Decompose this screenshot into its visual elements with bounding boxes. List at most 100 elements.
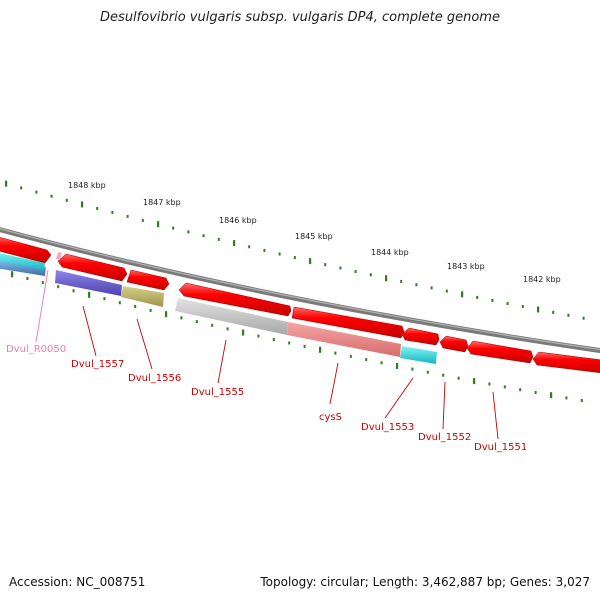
- minor-tick: [180, 316, 183, 320]
- feature-bar-purple[interactable]: [55, 270, 122, 296]
- kbp-label: 1842 kbp: [523, 275, 561, 284]
- genome-summary-text: Topology: circular; Length: 3,462,887 bp…: [260, 575, 590, 589]
- minor-tick: [288, 341, 291, 345]
- minor-tick: [248, 245, 251, 249]
- genome-backbone: [0, 227, 600, 354]
- leader-line: [136, 318, 153, 370]
- cds-arrow[interactable]: [466, 340, 534, 364]
- gene-label-dvul-1555[interactable]: Dvul_1555: [191, 387, 244, 398]
- leader-line: [492, 391, 499, 440]
- minor-tick: [211, 323, 214, 327]
- gene-label-dvul-1552[interactable]: Dvul_1552: [418, 432, 471, 443]
- gene-label-dvul-1556[interactable]: Dvul_1556: [128, 373, 181, 384]
- minor-tick: [187, 230, 190, 234]
- minor-tick: [552, 310, 555, 314]
- minor-tick: [20, 186, 23, 190]
- minor-tick: [567, 313, 570, 317]
- minor-tick: [476, 295, 479, 299]
- minor-tick: [430, 286, 433, 290]
- leader-line: [82, 305, 97, 357]
- major-tick: [5, 180, 8, 187]
- gene-label-leaders: [35, 269, 499, 440]
- minor-tick: [35, 190, 38, 194]
- cds-arrow[interactable]: [532, 351, 600, 374]
- minor-tick: [369, 273, 372, 277]
- minor-tick: [519, 388, 522, 392]
- feature-bar-salmon[interactable]: [287, 322, 401, 357]
- feature-bar-cyan[interactable]: [0, 252, 45, 270]
- minor-tick: [365, 358, 368, 362]
- minor-tick: [334, 351, 337, 355]
- minor-tick: [426, 370, 429, 374]
- gene-label-dvul-1557[interactable]: Dvul_1557: [71, 359, 124, 370]
- minor-tick: [26, 277, 29, 280]
- minor-tick: [118, 301, 121, 305]
- minor-tick: [96, 207, 99, 210]
- kbp-label: 1846 kbp: [219, 216, 257, 225]
- minor-tick: [380, 361, 383, 365]
- feature-bar-grey[interactable]: [175, 298, 288, 335]
- minor-tick: [217, 237, 220, 241]
- leader-line: [442, 381, 446, 430]
- minor-tick: [172, 226, 175, 230]
- minor-tick: [293, 256, 296, 260]
- forward-strand-track: [0, 236, 600, 374]
- minor-tick: [324, 263, 327, 267]
- cds-arrow[interactable]: [57, 253, 128, 282]
- gene-label-dvul-r0050[interactable]: Dvul_R0050: [6, 344, 66, 355]
- minor-tick: [134, 305, 137, 308]
- major-tick: [165, 311, 168, 318]
- minor-tick: [111, 211, 114, 214]
- kbp-labels: 1848 kbp 1847 kbp 1846 kbp 1845 kbp 1844…: [68, 181, 561, 284]
- kbp-label: 1848 kbp: [68, 181, 106, 190]
- cds-arrow[interactable]: [401, 327, 440, 346]
- minor-tick: [278, 252, 281, 256]
- minor-tick: [65, 198, 68, 202]
- gene-label-dvul-1551[interactable]: Dvul_1551: [474, 442, 527, 453]
- rna-marker[interactable]: [56, 252, 62, 260]
- minor-tick: [580, 399, 583, 402]
- feature-bar-cyan-small[interactable]: [400, 346, 437, 364]
- minor-tick: [565, 396, 568, 400]
- gene-label-cyss[interactable]: cysS: [319, 412, 342, 423]
- leader-line: [35, 269, 49, 343]
- minor-tick: [272, 338, 275, 341]
- minor-tick: [149, 308, 152, 312]
- cds-arrow[interactable]: [126, 269, 170, 291]
- minor-tick: [445, 289, 448, 293]
- accession-text: Accession: NC_008751: [9, 575, 146, 589]
- kbp-label: 1844 kbp: [371, 248, 409, 257]
- major-tick: [461, 291, 464, 298]
- minor-tick: [303, 344, 306, 348]
- minor-tick: [257, 334, 260, 338]
- major-tick: [537, 306, 540, 313]
- minor-tick: [126, 214, 129, 218]
- gene-labels: Dvul_R0050 Dvul_1557 Dvul_1556 Dvul_1555…: [6, 344, 527, 453]
- outer-tick-track: [5, 180, 585, 320]
- minor-tick: [339, 266, 342, 270]
- leader-line: [384, 377, 414, 419]
- cds-arrow[interactable]: [0, 236, 52, 264]
- major-tick: [309, 258, 312, 265]
- inner-tick-track: [11, 271, 583, 402]
- cds-arrow[interactable]: [178, 282, 292, 317]
- kbp-label: 1847 kbp: [143, 198, 181, 207]
- minor-tick: [534, 391, 537, 394]
- minor-tick: [457, 376, 460, 380]
- leader-line: [217, 339, 227, 384]
- minor-tick: [521, 305, 524, 308]
- kbp-label: 1843 kbp: [447, 262, 485, 271]
- cds-arrow[interactable]: [439, 335, 469, 353]
- feature-bar-olive[interactable]: [121, 286, 164, 307]
- gene-label-dvul-1553[interactable]: Dvul_1553: [361, 422, 414, 433]
- minor-tick: [195, 320, 198, 324]
- major-tick: [242, 329, 245, 336]
- minor-tick: [263, 248, 266, 252]
- minor-tick: [506, 302, 509, 305]
- minor-tick: [103, 297, 106, 301]
- genome-backbone-highlight: [0, 228, 600, 351]
- major-tick: [473, 378, 476, 385]
- leader-line: [329, 362, 339, 405]
- major-tick: [396, 363, 399, 369]
